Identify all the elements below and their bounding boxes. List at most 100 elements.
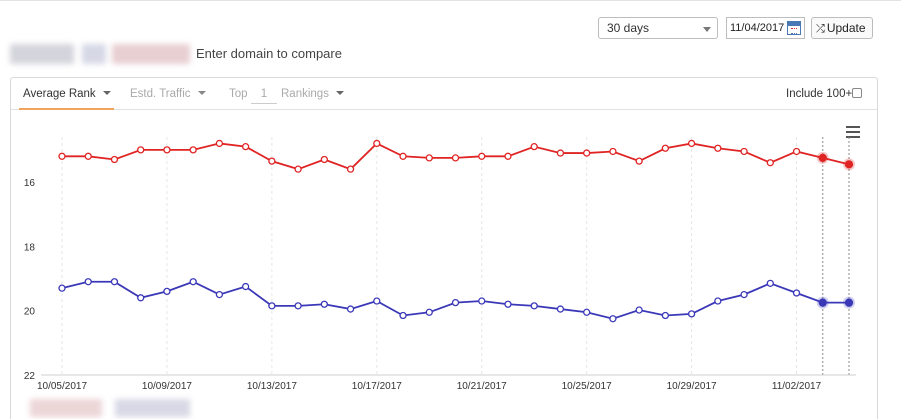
legend-item-blurred <box>30 399 102 417</box>
data-point <box>609 315 617 323</box>
y-tick-label: 18 <box>24 242 36 253</box>
data-point <box>425 308 433 316</box>
data-point <box>163 146 171 154</box>
x-tick-label: 10/21/2017 <box>457 381 507 392</box>
y-tick-label: 22 <box>24 371 36 382</box>
data-point <box>110 155 119 164</box>
x-tick-label: 10/29/2017 <box>667 381 717 392</box>
data-point <box>609 147 617 156</box>
data-point <box>766 279 774 287</box>
x-tick-label: 10/25/2017 <box>562 381 612 392</box>
active-tab-indicator <box>19 108 114 110</box>
shuffle-icon: ⤮ <box>816 23 825 35</box>
data-point <box>268 157 276 165</box>
data-point <box>215 290 224 299</box>
data-point <box>241 282 250 291</box>
period-select[interactable]: 30 days <box>598 17 718 39</box>
data-point <box>399 311 407 320</box>
x-tick-label: 10/05/2017 <box>37 381 87 392</box>
data-point <box>241 142 250 151</box>
period-select-value: 30 days <box>607 21 650 35</box>
top-number-input[interactable]: 1 <box>251 86 277 104</box>
data-point <box>451 154 460 162</box>
data-point <box>504 152 512 160</box>
metric-tabs: Average Rank Estd. Traffic Top 1 Ranking… <box>11 78 877 110</box>
data-point <box>215 139 224 148</box>
data-point <box>373 139 381 148</box>
hamburger-menu-icon[interactable] <box>846 126 860 138</box>
y-tick-label: 20 <box>24 307 36 318</box>
x-tick-label: 11/02/2017 <box>772 381 822 392</box>
data-point <box>346 165 355 173</box>
x-tick-label: 10/17/2017 <box>352 381 402 392</box>
data-point <box>268 302 276 310</box>
data-point <box>792 147 801 156</box>
data-point <box>478 152 486 160</box>
data-point <box>451 298 460 307</box>
chart-panel: Average Rank Estd. Traffic Top 1 Ranking… <box>10 77 878 419</box>
include-100-label: Include 100+ <box>786 88 853 100</box>
x-tick-label: 10/09/2017 <box>142 381 192 392</box>
data-point <box>399 152 407 160</box>
data-point <box>844 298 854 307</box>
tab-estd-traffic-label: Estd. Traffic <box>130 88 191 100</box>
data-point <box>320 155 328 164</box>
data-point <box>530 302 538 310</box>
data-point <box>163 287 171 296</box>
data-point <box>556 149 565 157</box>
data-point <box>346 305 355 313</box>
legend-item-blurred <box>115 399 190 417</box>
data-point <box>635 157 643 165</box>
data-point <box>740 147 748 156</box>
tab-rankings[interactable]: Rankings <box>281 88 344 100</box>
include-100-checkbox[interactable] <box>852 88 862 98</box>
data-point <box>556 305 565 313</box>
tab-top-label: Top <box>229 88 248 100</box>
data-point <box>661 311 670 320</box>
data-point <box>504 300 512 308</box>
update-button-label: Update <box>826 21 866 35</box>
domain-tag-blurred <box>10 44 74 64</box>
data-point <box>635 306 643 314</box>
data-point <box>687 139 696 148</box>
data-point <box>818 153 827 163</box>
tab-average-rank[interactable]: Average Rank <box>23 88 111 100</box>
calendar-icon[interactable] <box>787 21 801 35</box>
y-tick-label: 16 <box>24 178 36 189</box>
data-point <box>294 302 302 310</box>
data-point <box>137 146 145 154</box>
data-point <box>583 149 591 157</box>
compare-domain-link[interactable]: Enter domain to compare <box>196 46 342 61</box>
update-button[interactable]: ⤮ Update <box>811 17 873 39</box>
top-border <box>0 0 901 1</box>
tab-average-rank-label: Average Rank <box>23 88 96 100</box>
data-point <box>189 278 197 286</box>
data-point <box>58 284 66 292</box>
data-point <box>58 152 66 160</box>
chevron-down-icon <box>335 91 344 95</box>
data-point <box>84 152 92 160</box>
data-point <box>844 160 854 169</box>
data-point <box>110 278 119 286</box>
domain-tag-blurred <box>82 44 106 64</box>
data-point <box>818 298 827 307</box>
chevron-down-icon <box>197 91 206 95</box>
data-point <box>425 154 433 162</box>
chevron-down-icon <box>703 27 711 32</box>
tab-estd-traffic[interactable]: Estd. Traffic <box>130 88 206 100</box>
date-value: 11/04/2017 <box>730 22 785 34</box>
data-point <box>478 297 486 305</box>
data-point <box>189 146 197 154</box>
data-point <box>661 144 670 152</box>
chevron-down-icon <box>102 91 111 95</box>
data-point <box>714 144 722 152</box>
data-point <box>740 290 748 299</box>
data-point <box>583 308 591 316</box>
date-input[interactable]: 11/04/2017 <box>726 17 805 39</box>
data-point <box>320 300 328 308</box>
x-tick-label: 10/13/2017 <box>247 381 297 392</box>
data-point <box>687 310 696 318</box>
data-point <box>766 159 774 167</box>
data-point <box>84 278 92 286</box>
